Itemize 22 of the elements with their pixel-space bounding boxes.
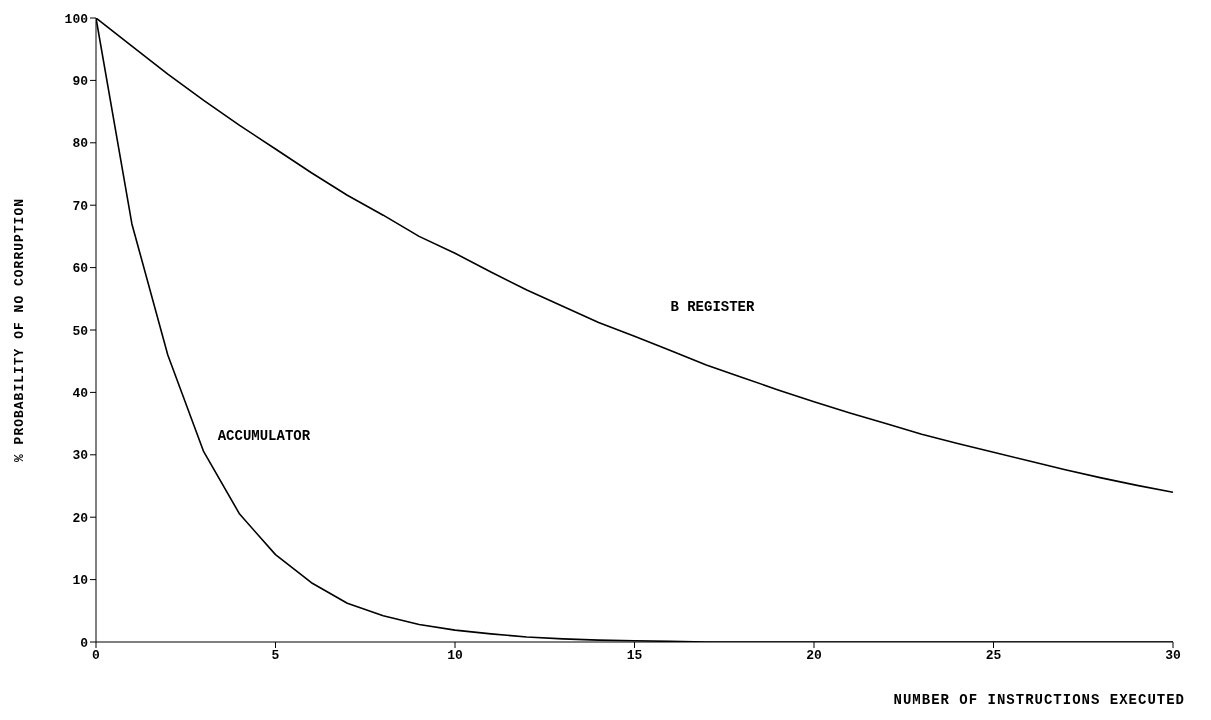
y-tick-label: 60	[72, 261, 89, 277]
y-tick-label: 50	[72, 323, 89, 339]
x-axis-title: NUMBER OF INSTRUCTIONS EXECUTED	[893, 692, 1185, 708]
y-tick-label: 30	[72, 448, 89, 464]
x-tick-label: 10	[447, 648, 463, 664]
x-tick-label: 25	[985, 648, 1002, 664]
y-tick-label: 90	[72, 74, 89, 90]
y-tick-label: 100	[64, 11, 89, 27]
x-tick-label: 15	[626, 648, 643, 664]
y-tick-label: 10	[72, 573, 89, 589]
x-tick-label: 5	[271, 648, 280, 664]
y-tick-label: 20	[72, 510, 89, 526]
y-tick-label: 40	[72, 386, 89, 402]
y-tick-label: 80	[72, 136, 89, 152]
text: B REGISTER	[670, 298, 756, 315]
x-tick-label: 20	[806, 648, 822, 664]
x-tick-label: 30	[1165, 648, 1181, 664]
y-axis-title: % PROBABILITY OF NO CORRUPTION	[11, 197, 27, 463]
x-tick-label: 0	[92, 648, 101, 664]
series-label: ACCUMULATOR	[217, 427, 311, 444]
y-tick-label: 70	[72, 198, 89, 214]
y-tick-label: 0	[80, 635, 89, 651]
